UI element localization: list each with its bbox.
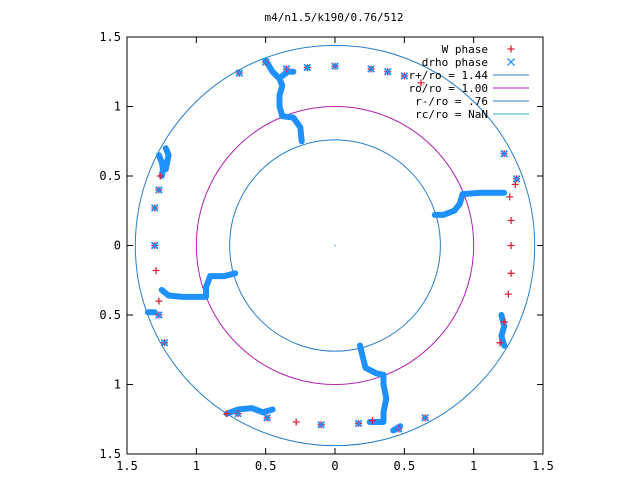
w-phase-point — [511, 180, 519, 188]
y-tick-label: 1.5 — [99, 30, 121, 44]
drho-phase-point — [303, 63, 312, 72]
x-tick-label: 1.5 — [532, 459, 554, 473]
x-tick-label: 1.5 — [116, 459, 138, 473]
x-tick-label: 0 — [331, 459, 338, 473]
w-phase-point — [156, 172, 164, 180]
y-tick-label: 1 — [114, 378, 121, 392]
circle-ro-ro-1-00 — [195, 106, 475, 385]
x-tick-label: 0.5 — [255, 459, 277, 473]
w-phase-point — [506, 193, 514, 201]
w-phase-point — [500, 318, 508, 326]
drho-phase-point — [331, 62, 339, 71]
y-tick-label: 0 — [114, 239, 121, 253]
w-phase-point — [223, 410, 231, 418]
legend-label: r+/ro = 1.44 — [409, 69, 489, 82]
y-tick-label: 0.5 — [99, 308, 121, 322]
drho-phase-point — [155, 311, 163, 319]
legend-label: r-/ro = .76 — [415, 95, 488, 108]
w-phase-point — [152, 267, 160, 275]
drho-phase-band — [155, 152, 167, 179]
legend-swatch-w-phase — [507, 45, 515, 53]
drho-phase-point — [235, 69, 244, 77]
drho-phase-point — [421, 414, 429, 422]
y-tick-label: 1 — [114, 100, 121, 114]
circle-r-ro-76 — [229, 139, 441, 352]
drho-phase-point — [317, 420, 325, 429]
radius-circles — [134, 44, 536, 447]
y-tick-label: 1.5 — [99, 447, 121, 461]
drho-phase-band — [498, 312, 508, 349]
chart-title: m4/n1.5/k190/0.76/512 — [264, 11, 403, 24]
legend-label: rc/ro = NaN — [415, 108, 488, 121]
x-tick-label: 0.5 — [393, 459, 415, 473]
drho-phase-point — [261, 58, 270, 66]
center-point — [334, 244, 336, 247]
drho-phase-band — [162, 145, 172, 173]
drho-phase-point — [234, 409, 242, 418]
x-tick-label: 1 — [470, 459, 477, 473]
drho-phase-point — [512, 174, 521, 183]
drho-phase-point — [354, 419, 363, 428]
w-phase-point — [155, 297, 163, 305]
w-phase-point — [368, 417, 376, 425]
data-series — [144, 57, 521, 434]
legend-swatch-drho-phase — [507, 58, 515, 66]
drho-phase-point — [383, 67, 392, 76]
drho-phase-point — [367, 65, 375, 73]
drho-phase-point — [500, 149, 509, 158]
w-phase-point — [507, 269, 515, 277]
legend-label: ro/ro = 1.00 — [409, 82, 488, 95]
w-phase-point — [507, 242, 515, 249]
drho-phase-point — [155, 186, 163, 194]
drho-phase-point — [160, 338, 169, 347]
w-phase-point — [504, 290, 512, 298]
axis-ticks: 1.5 1 0.5 0 0.5 1 1.51.510.500.511.5 — [99, 30, 554, 473]
drho-phase-band — [357, 342, 390, 425]
drho-phase-band — [262, 57, 305, 145]
drho-phase-point — [282, 65, 291, 73]
x-tick-label: 1 — [193, 459, 200, 473]
w-phase-point — [496, 339, 504, 347]
w-phase-point — [292, 418, 300, 426]
drho-phase-point — [263, 414, 271, 422]
drho-phase-point — [150, 241, 159, 250]
w-phase-point — [417, 79, 425, 87]
drho-phase-point — [394, 425, 403, 433]
drho-phase-band — [279, 68, 297, 79]
drho-phase-point — [150, 204, 159, 212]
drho-phase-band — [158, 270, 239, 300]
w-phase-point — [507, 216, 515, 224]
circle-r-ro-1-44 — [134, 44, 536, 447]
drho-phase-point — [400, 72, 409, 80]
legend-label: drho phase — [422, 56, 488, 69]
y-tick-label: 0.5 — [99, 169, 121, 183]
drho-phase-band — [431, 189, 508, 218]
legend-label: W phase — [442, 43, 488, 56]
drho-phase-band — [223, 405, 276, 417]
